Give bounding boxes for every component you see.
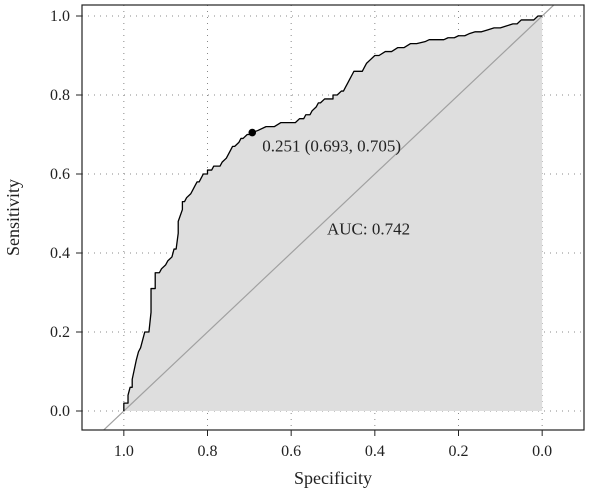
auc-label: AUC: 0.742 [327,219,410,238]
y-tick-label: 0.6 [50,166,70,183]
y-tick-label: 0.4 [50,245,70,262]
optimal-threshold-point [248,128,257,137]
x-tick-label: 0.0 [532,443,552,460]
plot-frame [81,4,585,431]
y-tick-label: 0.0 [50,403,70,420]
y-axis: 0.0 0.2 0.4 0.6 0.8 1.0 [50,8,82,420]
y-axis-title: Sensitivity [3,179,23,256]
x-tick-label: 0.8 [198,443,218,460]
x-tick-label: 0.2 [449,443,469,460]
optimal-threshold-label: 0.251 (0.693, 0.705) [262,137,401,156]
y-tick-label: 0.8 [50,87,70,104]
x-tick-label: 0.6 [281,443,301,460]
x-tick-label: 1.0 [114,443,134,460]
roc-curve [123,15,543,411]
y-tick-label: 1.0 [50,8,70,25]
y-tick-label: 0.2 [50,324,70,341]
x-tick-label: 0.4 [365,443,385,460]
chance-diagonal [102,5,555,430]
x-axis-title: Specificity [294,468,372,488]
x-axis: 1.0 0.8 0.6 0.4 0.2 0.0 [114,430,552,460]
